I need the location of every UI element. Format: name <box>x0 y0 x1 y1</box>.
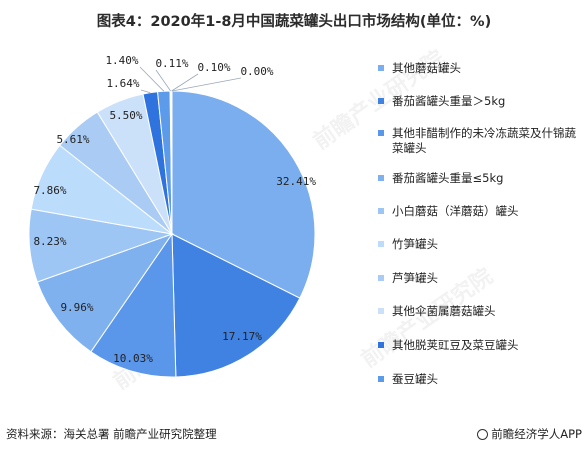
data-label-2: 10.03% <box>113 352 153 365</box>
legend-label-8: 其他脱荚豇豆及菜豆罐头 <box>392 338 519 352</box>
data-label-8: 1.64% <box>106 77 139 90</box>
legend-item-4: 小白蘑菇（洋蘑菇）罐头 <box>378 204 583 219</box>
legend-swatch-5 <box>378 241 384 247</box>
legend-item-1: 番茄酱罐头重量＞5kg <box>378 94 583 109</box>
legend-item-8: 其他脱荚豇豆及菜豆罐头 <box>378 338 583 353</box>
data-label-10: 0.11% <box>155 57 188 70</box>
pie-slice-3 <box>36 233 174 353</box>
legend-item-0: 其他蘑菇罐头 <box>378 61 583 76</box>
data-label-1: 17.17% <box>222 330 262 343</box>
chart-title: 图表4：2020年1-8月中国蔬菜罐头出口市场结构(单位：%) <box>96 14 492 30</box>
legend-item-6: 芦笋罐头 <box>378 271 583 286</box>
legend-swatch-2 <box>378 130 384 136</box>
data-label-12: 0.00% <box>240 65 273 78</box>
data-label-3: 9.96% <box>60 301 93 314</box>
data-label-9: 1.40% <box>105 54 138 67</box>
legend-item-3: 番茄酱罐头重量≤5kg <box>378 171 583 186</box>
data-label-5: 7.86% <box>33 184 66 197</box>
legend-item-2: 其他非醋制作的未冷冻蔬菜及什锦蔬菜罐头 <box>378 126 583 156</box>
leader-line-11 <box>171 73 199 92</box>
legend-label-4: 小白蘑菇（洋蘑菇）罐头 <box>392 204 519 218</box>
leader-line-9 <box>139 66 165 92</box>
footer: 资料来源：海关总署 前瞻产业研究院整理 前瞻经济学人APP <box>6 426 582 442</box>
data-label-4: 8.23% <box>33 235 66 248</box>
legend-label-7: 其他伞菌属蘑菇罐头 <box>392 304 496 318</box>
brand-name: 前瞻经济学人APP <box>491 427 582 441</box>
leader-line-10 <box>155 69 171 92</box>
legend-item-7: 其他伞菌属蘑菇罐头 <box>378 304 583 319</box>
leader-lines <box>139 66 242 94</box>
legend-label-1: 番茄酱罐头重量＞5kg <box>392 94 506 108</box>
legend-swatch-6 <box>378 275 384 281</box>
legend-swatch-1 <box>378 98 384 104</box>
pie-slice-2 <box>90 232 177 378</box>
legend-swatch-8 <box>378 342 384 348</box>
legend-label-3: 番茄酱罐头重量≤5kg <box>392 171 504 185</box>
legend-label-5: 竹笋罐头 <box>392 237 438 251</box>
legend-swatch-0 <box>378 65 384 71</box>
source-note: 资料来源：海关总署 前瞻产业研究院整理 <box>6 427 217 441</box>
legend-item-9: 蚕豆罐头 <box>378 372 583 387</box>
footer-brand: 前瞻经济学人APP <box>477 426 582 442</box>
legend-label-2: 其他非醋制作的未冷冻蔬菜及什锦蔬菜罐头 <box>392 126 576 155</box>
legend-label-6: 芦笋罐头 <box>392 271 438 285</box>
legend-swatch-9 <box>378 376 384 382</box>
legend-label-0: 其他蘑菇罐头 <box>392 61 461 75</box>
legend-swatch-7 <box>378 308 384 314</box>
pie-slice-1 <box>171 233 301 378</box>
legend-label-9: 蚕豆罐头 <box>392 372 438 386</box>
data-label-6: 5.61% <box>56 133 89 146</box>
legend-swatch-3 <box>378 175 384 181</box>
brand-logo-icon <box>477 429 489 440</box>
data-labels: 32.41% 17.17% 10.03% 9.96% 8.23% 7.86% 5.61% 5.… <box>33 54 316 365</box>
leader-line-8 <box>140 89 151 94</box>
data-label-0: 32.41% <box>276 175 316 188</box>
legend-item-5: 竹笋罐头 <box>378 237 583 252</box>
data-label-7: 5.50% <box>109 109 142 122</box>
legend-swatch-4 <box>378 208 384 214</box>
data-label-11: 0.10% <box>197 61 230 74</box>
leader-line-12 <box>171 77 242 92</box>
pie-slice-0 <box>171 90 316 299</box>
pie-slices <box>28 90 316 378</box>
pie-chart: 前瞻产业研究院前瞻产业研究院前瞻产业研究院前瞻产业研究院 32.41%17.17… <box>28 45 498 395</box>
